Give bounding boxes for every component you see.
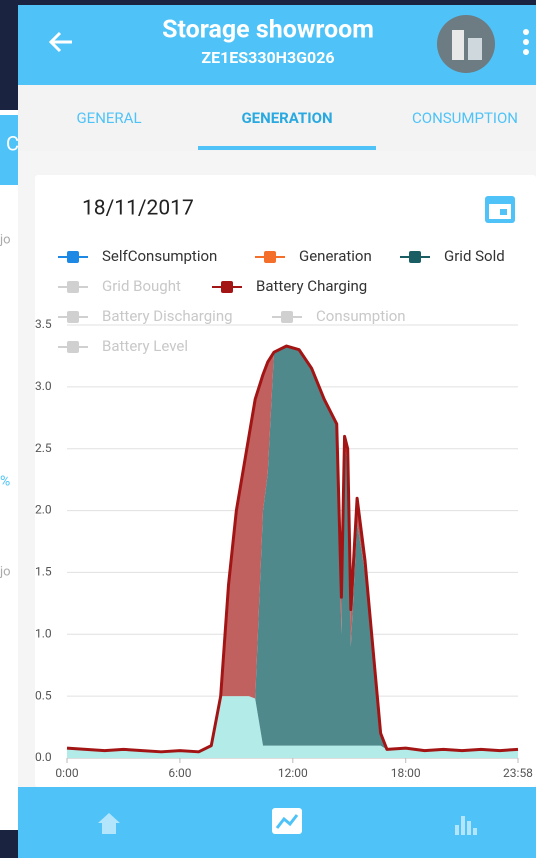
y-tick-label: 2.5 [35,441,52,455]
legend-marker[interactable] [67,311,79,323]
legend-label[interactable]: Grid Sold [444,247,505,265]
background-text: jo [0,564,11,579]
x-tick-label: 6:00 [168,766,191,780]
legend-marker[interactable] [67,281,79,293]
nav-chart[interactable] [272,808,302,834]
page: {"background": {"fragments": ["C", "jo",… [0,0,536,858]
x-tick-label: 23:58 [503,766,533,780]
legend-label[interactable]: Battery Discharging [102,307,233,325]
legend-marker[interactable] [409,251,421,263]
legend-label[interactable]: Battery Charging [256,277,367,295]
avatar[interactable] [437,15,495,73]
legend-marker[interactable] [264,251,276,263]
legend-marker[interactable] [221,281,233,293]
avatar-detail [452,30,464,60]
background-text: C [6,131,19,155]
legend-label[interactable]: Consumption [316,307,406,325]
y-tick-label: 0.5 [35,688,52,702]
tab[interactable]: GENERAL [76,109,141,127]
legend-label[interactable]: Battery Level [102,337,188,355]
tab-active[interactable]: GENERATION [241,109,332,127]
legend-label[interactable]: SelfConsumption [102,247,217,265]
y-tick-label: 0.0 [35,750,52,764]
header-title: Storage showroom [162,16,374,45]
legend-marker[interactable] [67,251,79,263]
legend-label[interactable]: Generation [299,247,372,265]
x-tick-label: 12:00 [278,766,308,780]
y-tick-label: 1.0 [35,626,52,640]
y-tick-label: 3.0 [35,379,52,393]
y-tick-label: 2.0 [35,503,52,517]
tab[interactable]: CONSUMPTION [412,109,518,127]
legend-marker[interactable] [281,311,293,323]
avatar-detail [468,38,482,60]
background-text: % [0,474,10,490]
tab-indicator [198,146,376,150]
background-text: jo [0,232,11,247]
legend-marker[interactable] [67,341,79,353]
date: 18/11/2017 [82,197,194,221]
x-tick-label: 0:00 [55,766,78,780]
y-tick-label: 1.5 [35,565,52,579]
screen: C jo % jo Storage showroom ZE1ES330H3G02… [0,0,536,858]
menu-button[interactable] [523,29,529,55]
legend-label[interactable]: Grid Bought [102,277,181,295]
x-tick-label: 18:00 [391,766,421,780]
y-tick-label: 3.5 [35,317,52,331]
header-subtitle: ZE1ES330H3G026 [201,48,334,67]
calendar-button[interactable] [485,196,515,223]
